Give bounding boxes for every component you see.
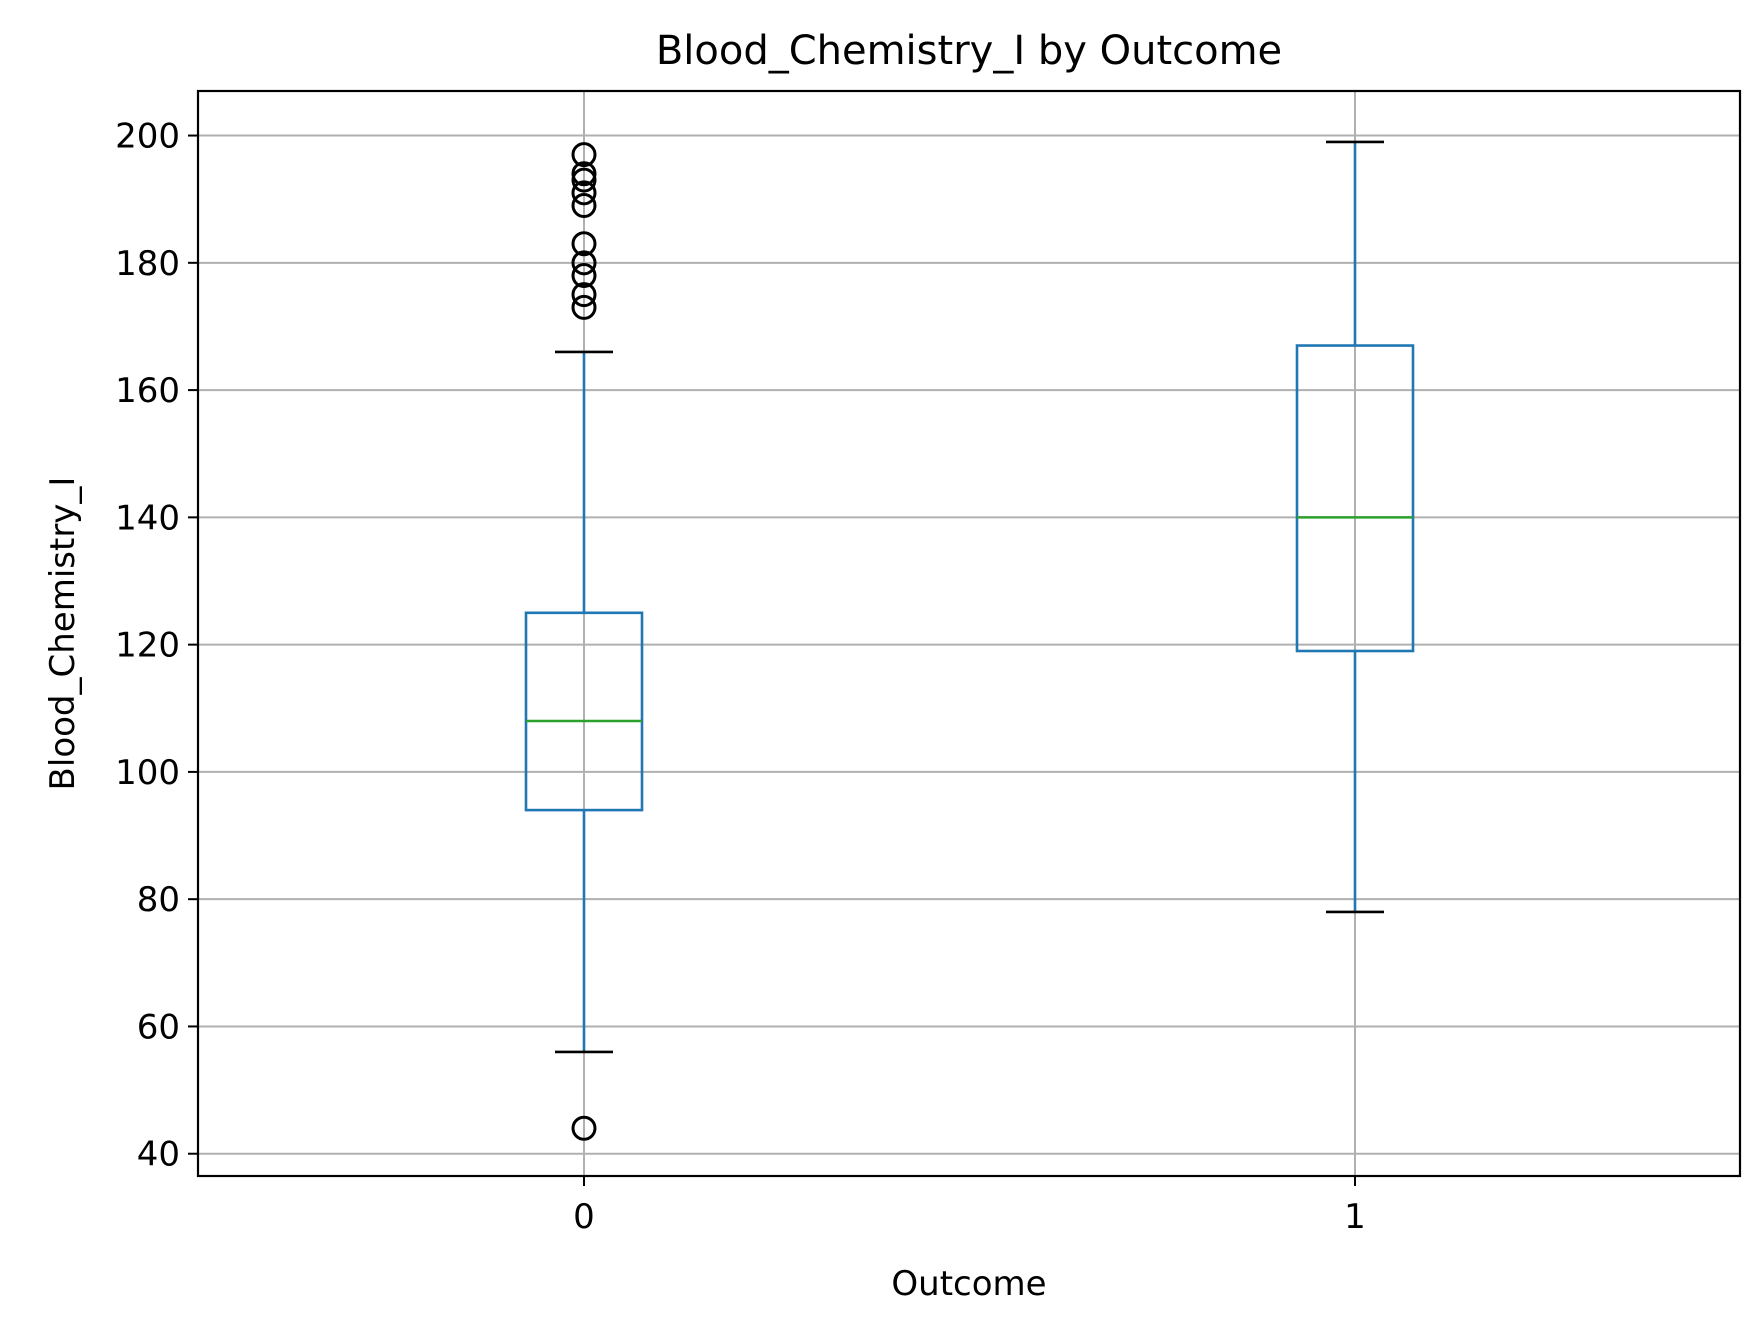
outlier-point-0-5 bbox=[571, 231, 597, 257]
y-tick-label-120: 120 bbox=[115, 626, 180, 666]
chart-title: Blood_Chemistry_I by Outcome bbox=[656, 28, 1282, 74]
y-tick-label-100: 100 bbox=[115, 753, 180, 793]
axis-ticks: 40 60 80 100 120 140 160 180 200 0 1 bbox=[115, 117, 1366, 1237]
outlier-point-0-0 bbox=[571, 1115, 597, 1141]
outlier-point-0-1 bbox=[571, 294, 597, 320]
outlier-point-0-7 bbox=[571, 180, 597, 206]
x-axis-label: Outcome bbox=[891, 1264, 1046, 1304]
outlier-point-0-9 bbox=[571, 161, 597, 187]
plot-frame bbox=[196, 89, 1742, 1178]
outlier-point-0-2 bbox=[571, 282, 597, 308]
outlier-point-0-10 bbox=[571, 142, 597, 168]
box-1 bbox=[1295, 344, 1415, 653]
y-tick-label-180: 180 bbox=[115, 244, 180, 284]
outlier-point-0-8 bbox=[571, 167, 597, 193]
x-tick-label-0: 0 bbox=[573, 1197, 595, 1237]
y-axis-label: Blood_Chemistry_I bbox=[43, 477, 83, 791]
y-tick-label-80: 80 bbox=[137, 880, 180, 920]
x-tick-label-1: 1 bbox=[1344, 1197, 1366, 1237]
outlier-point-0-6 bbox=[571, 193, 597, 219]
y-tick-label-140: 140 bbox=[115, 498, 180, 538]
y-tick-label-200: 200 bbox=[115, 117, 180, 157]
y-tick-label-60: 60 bbox=[137, 1007, 180, 1047]
y-tick-label-40: 40 bbox=[137, 1135, 180, 1175]
y-tick-label-160: 160 bbox=[115, 371, 180, 411]
box-0 bbox=[524, 611, 644, 812]
outlier-point-0-4 bbox=[571, 250, 597, 276]
box-plot-marks bbox=[524, 140, 1415, 1141]
outlier-point-0-3 bbox=[571, 263, 597, 289]
